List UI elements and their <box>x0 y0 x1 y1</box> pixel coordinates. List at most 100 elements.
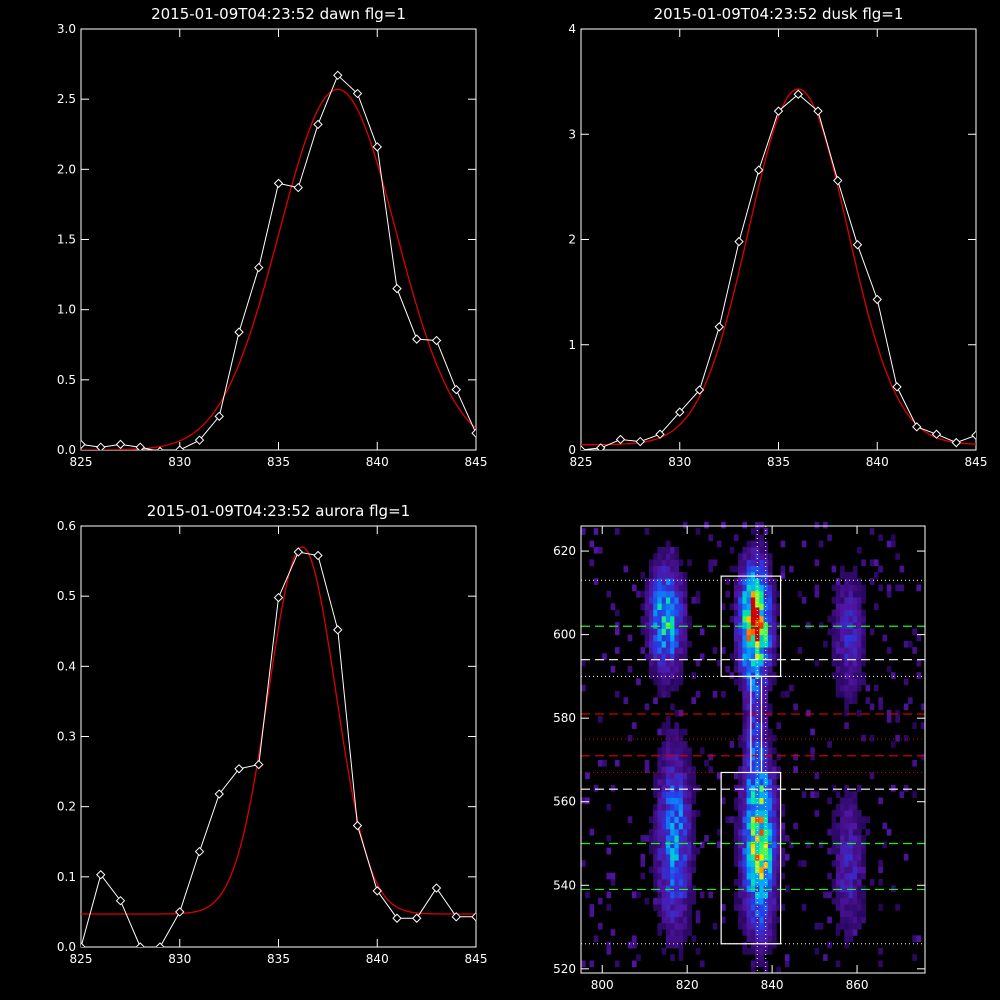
heatmap-cell <box>746 572 752 579</box>
heatmap-cell <box>687 860 692 867</box>
heatmap-cell <box>738 922 743 930</box>
heatmap-cell <box>759 860 764 867</box>
heatmap-cell <box>912 935 917 943</box>
heatmap-cell <box>729 741 735 748</box>
data-point <box>615 434 626 445</box>
heatmap-cell <box>593 546 599 554</box>
heatmap-cell <box>644 578 650 585</box>
heatmap-cell <box>670 954 675 961</box>
heatmap-cell <box>814 772 820 780</box>
heatmap-cell <box>682 603 688 610</box>
heatmap-cell <box>814 590 820 598</box>
heatmap-cell <box>776 841 781 849</box>
heatmap-cell <box>848 828 854 836</box>
heatmap-cell <box>767 916 773 924</box>
heatmap-cell <box>755 860 760 867</box>
heatmap-cell <box>780 803 786 811</box>
heatmap-cell <box>657 866 662 874</box>
heatmap-cell <box>695 810 701 817</box>
heatmap-cell <box>733 628 739 636</box>
panel-2-axes: 825 830 835 840 8450.00.10.20.30.40.50.62015… <box>57 502 488 966</box>
heatmap-cell <box>857 866 862 874</box>
data-point <box>412 334 422 344</box>
data-point <box>635 436 645 447</box>
heatmap-cell <box>738 778 743 786</box>
heatmap-cell <box>738 628 743 636</box>
chart-title: 2015-01-09T04:23:52 dawn flg=1 <box>151 5 406 23</box>
heatmap-cell <box>657 584 662 592</box>
heatmap-cell <box>632 935 637 943</box>
heatmap-cell <box>848 910 854 917</box>
heatmap-cell <box>738 590 743 598</box>
heatmap-cell <box>721 521 726 529</box>
heatmap-cell <box>746 553 752 560</box>
heatmap-cell <box>606 941 612 949</box>
heatmap-cell <box>844 703 849 711</box>
heatmap-cell <box>763 816 769 823</box>
heatmap-cell <box>653 578 658 585</box>
heatmap-cell <box>678 609 684 617</box>
heatmap-cell <box>780 847 786 855</box>
heatmap-cell <box>763 678 769 686</box>
heatmap-cell <box>653 847 658 855</box>
heatmap-cell <box>746 741 752 748</box>
heatmap-cell <box>649 841 654 849</box>
heatmap-cell <box>742 672 747 679</box>
heatmap-cell <box>636 590 641 598</box>
heatmap-cell <box>827 615 832 623</box>
heatmap-cell <box>746 785 752 792</box>
heatmap-cell <box>759 828 764 836</box>
heatmap-cell <box>861 853 866 861</box>
heatmap-cell <box>852 816 858 823</box>
fit-curve <box>81 546 476 915</box>
heatmap-cell <box>738 872 743 880</box>
data-point <box>135 442 145 450</box>
heatmap-cell <box>661 672 667 679</box>
heatmap-cell <box>772 872 777 880</box>
y-tick-label: 0.5 <box>57 373 76 387</box>
heatmap-cell <box>653 785 658 792</box>
heatmap-cell <box>678 885 684 892</box>
heatmap-cell <box>746 565 752 573</box>
heatmap-cell <box>674 622 679 629</box>
heatmap-cell <box>725 816 730 823</box>
heatmap-cell <box>852 897 858 905</box>
heatmap-cell <box>665 734 671 742</box>
heatmap-cell <box>835 678 841 686</box>
heatmap-cell <box>763 759 769 767</box>
heatmap-cell <box>895 734 900 742</box>
heatmap-cell <box>687 803 692 811</box>
heatmap-cell <box>852 615 858 623</box>
heatmap-cell <box>649 634 654 642</box>
data-point <box>581 445 586 450</box>
heatmap-cell <box>763 960 769 968</box>
heatmap-cell <box>678 922 684 930</box>
heatmap-cell <box>857 853 862 861</box>
heatmap-cell <box>755 634 760 642</box>
heatmap-cell <box>678 590 684 598</box>
heatmap-cell <box>687 747 692 755</box>
heatmap-cell <box>670 672 675 679</box>
heatmap-cell <box>674 910 679 917</box>
heatmap-cell <box>678 628 684 636</box>
heatmap-cell <box>865 816 871 823</box>
heatmap-cell <box>682 822 688 830</box>
heatmap-cell <box>742 678 747 686</box>
heatmap-cell <box>678 947 684 955</box>
heatmap-cell <box>682 753 688 761</box>
heatmap-cell <box>844 609 849 617</box>
heatmap-cell <box>674 816 679 823</box>
heatmap-cell <box>746 791 752 798</box>
heatmap-cell <box>640 615 646 623</box>
heatmap-cell <box>780 835 786 842</box>
heatmap-cell <box>670 603 675 610</box>
heatmap-cell <box>759 960 764 968</box>
heatmap-cell <box>687 785 692 792</box>
heatmap-cell <box>682 759 688 767</box>
heatmap-cell <box>661 659 667 667</box>
heatmap-cell <box>674 847 679 855</box>
heatmap-cell <box>755 941 760 949</box>
heatmap-cell <box>848 672 854 679</box>
heatmap-cell <box>678 578 684 585</box>
heatmap-cell <box>776 885 781 892</box>
